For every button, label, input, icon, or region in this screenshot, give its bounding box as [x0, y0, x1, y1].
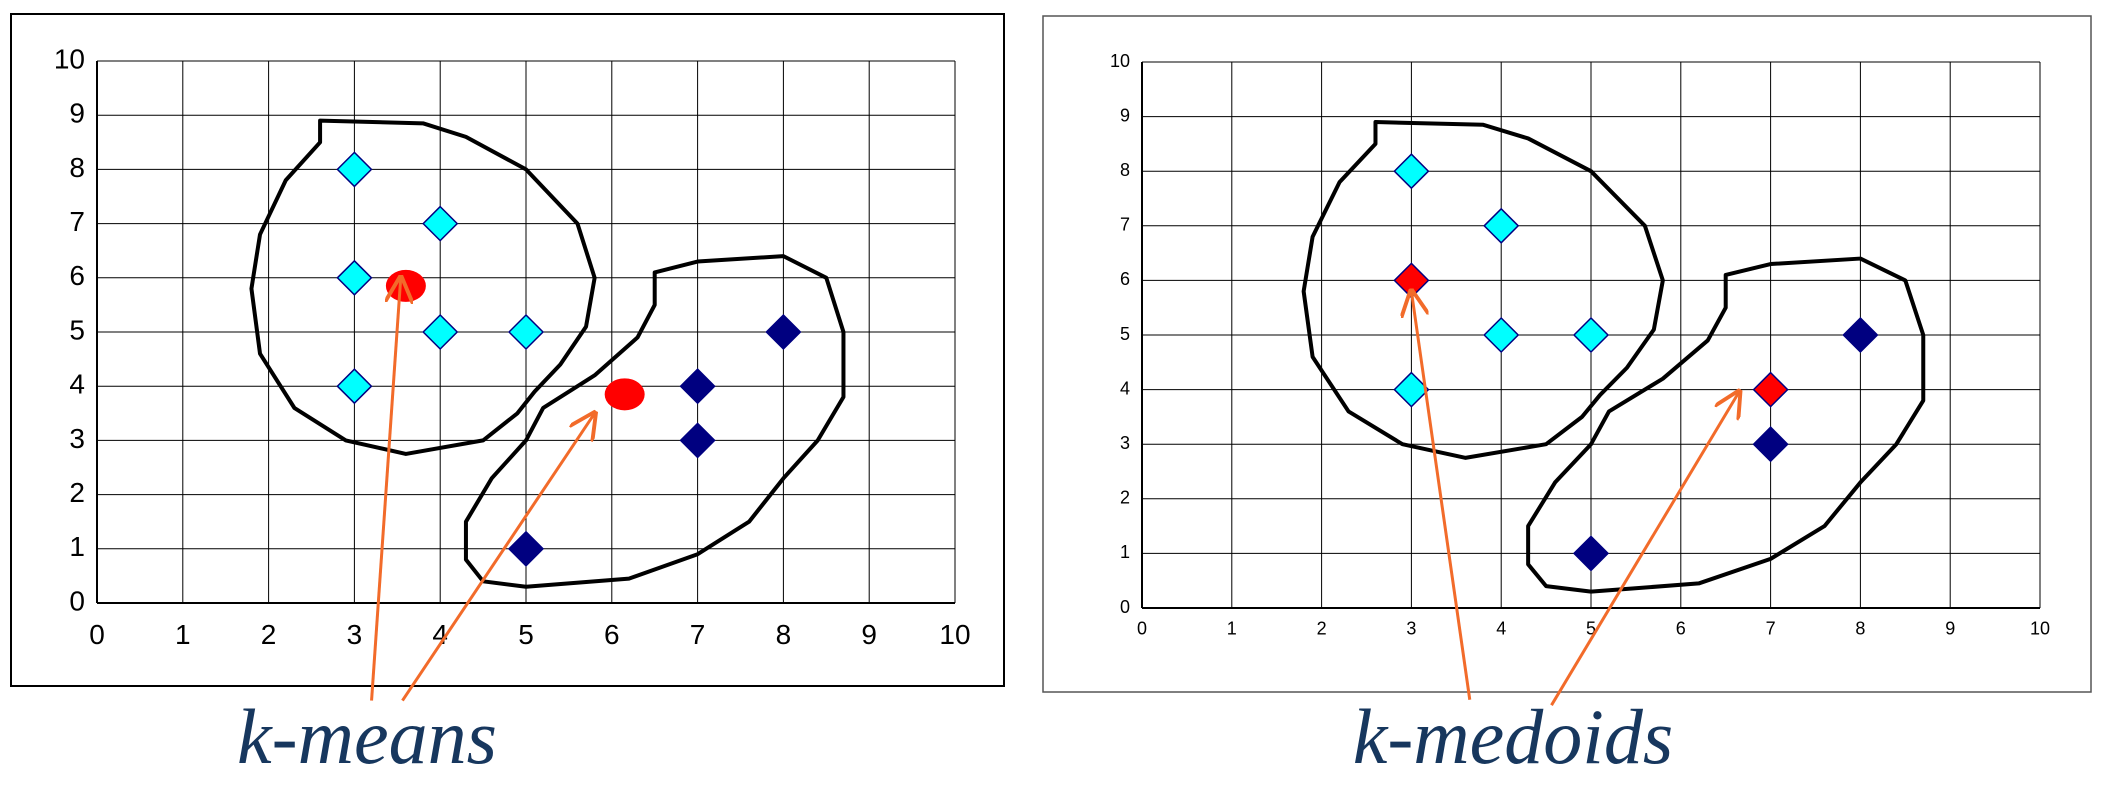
x-tick-label: 8 [776, 619, 792, 650]
y-tick-label: 1 [69, 531, 85, 562]
point [422, 313, 459, 351]
x-tick-label: 9 [1945, 618, 1955, 638]
point [1572, 316, 1610, 354]
x-tick-label: 10 [939, 619, 970, 650]
caption: k-means [237, 693, 497, 780]
point [422, 205, 459, 242]
y-tick-label: 6 [1120, 269, 1130, 289]
point [1483, 207, 1520, 244]
y-tick-label: 10 [1110, 51, 1130, 71]
y-tick-label: 6 [69, 260, 85, 291]
left-frame [10, 13, 1005, 687]
y-tick-label: 10 [54, 43, 85, 74]
point [1752, 426, 1789, 463]
x-tick-label: 2 [261, 619, 277, 650]
point [1393, 371, 1430, 408]
x-tick-label: 0 [89, 619, 105, 650]
x-tick-label: 3 [1406, 618, 1416, 638]
point [507, 530, 545, 567]
x-tick-label: 3 [347, 619, 363, 650]
y-tick-label: 5 [1120, 324, 1130, 344]
point [507, 313, 545, 351]
point [679, 422, 716, 459]
y-tick-label: 0 [69, 585, 85, 616]
x-tick-label: 5 [1586, 618, 1596, 638]
cluster-outline [1301, 120, 1665, 460]
point [1752, 371, 1789, 408]
y-tick-label: 8 [1120, 160, 1130, 180]
x-tick-label: 6 [1676, 618, 1686, 638]
x-tick-label: 9 [861, 619, 877, 650]
point [1842, 316, 1879, 354]
x-tick-label: 7 [1766, 618, 1776, 638]
y-tick-label: 5 [69, 314, 85, 345]
arrow [401, 413, 594, 702]
point [1483, 316, 1520, 354]
x-tick-label: 8 [1855, 618, 1865, 638]
y-tick-label: 9 [1120, 105, 1130, 125]
y-tick-label: 4 [1120, 378, 1130, 398]
y-tick-label: 4 [69, 369, 85, 400]
x-tick-label: 0 [1137, 618, 1147, 638]
cluster-outline [1526, 256, 1926, 594]
y-tick-label: 2 [69, 477, 85, 508]
arrow [1550, 392, 1739, 706]
point [1572, 535, 1610, 572]
x-tick-label: 1 [1227, 618, 1237, 638]
y-tick-label: 3 [1120, 433, 1130, 453]
x-tick-label: 4 [1496, 618, 1506, 638]
x-tick-label: 4 [432, 619, 448, 650]
y-tick-label: 7 [69, 206, 85, 237]
point [336, 259, 373, 296]
y-tick-label: 2 [1120, 488, 1130, 508]
right-frame [1042, 15, 2092, 693]
cluster-outline [249, 118, 597, 456]
point [765, 313, 802, 351]
x-tick-label: 10 [2030, 618, 2050, 638]
cluster-outline [463, 254, 846, 589]
point [336, 151, 373, 188]
point [679, 368, 716, 405]
x-tick-label: 1 [175, 619, 191, 650]
caption: k-medoids [1353, 693, 1674, 780]
arrow [370, 278, 401, 701]
centroid [604, 378, 645, 411]
point [336, 368, 373, 405]
arrow [1411, 291, 1472, 700]
x-tick-label: 7 [690, 619, 706, 650]
y-tick-label: 0 [1120, 597, 1130, 617]
x-tick-label: 5 [518, 619, 534, 650]
centroid [385, 269, 426, 302]
point [1393, 153, 1430, 190]
x-tick-label: 6 [604, 619, 620, 650]
y-tick-label: 7 [1120, 215, 1130, 235]
y-tick-label: 1 [1120, 542, 1130, 562]
y-tick-label: 8 [69, 152, 85, 183]
y-tick-label: 9 [69, 98, 85, 129]
x-tick-label: 2 [1317, 618, 1327, 638]
y-tick-label: 3 [69, 423, 85, 454]
